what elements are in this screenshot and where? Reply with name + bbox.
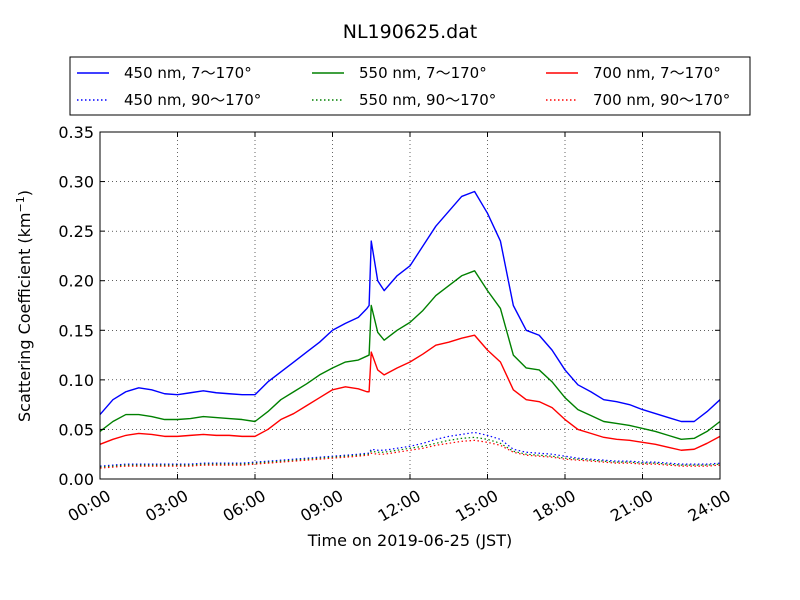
x-tick-label: 09:00 [297, 486, 346, 526]
y-axis-label-close: ) [15, 190, 34, 196]
y-tick-label: 0.20 [58, 272, 94, 291]
series-line [99, 190, 721, 423]
legend-label: 450 nm, 7～170° [124, 64, 252, 82]
legend-label: 700 nm, 7～170° [593, 64, 721, 82]
legend-label: 550 nm, 7～170° [359, 64, 487, 82]
legend-label: 700 nm, 90～170° [593, 91, 730, 109]
series-line [99, 436, 721, 468]
y-axis-label-main: Scattering Coefficient (km [15, 212, 34, 422]
y-tick-label: 0.15 [58, 321, 94, 340]
series-group [99, 190, 721, 469]
series-line [99, 270, 721, 441]
y-tick-label: 0.05 [58, 420, 94, 439]
y-tick-label: 0.00 [58, 470, 94, 489]
legend-label: 550 nm, 90～170° [359, 91, 496, 109]
y-axis-label-superscript: −1 [14, 196, 27, 212]
legend: 450 nm, 7～170° 550 nm, 7～170° 700 nm, 7～17… [69, 56, 751, 116]
x-tick-label: 12:00 [375, 486, 424, 526]
x-tick-label: 18:00 [530, 486, 579, 526]
x-tick-label: 24:00 [685, 486, 734, 526]
y-axis-label: Scattering Coefficient (km−1) [14, 190, 34, 422]
y-tick-label: 0.25 [58, 222, 94, 241]
x-tick-label: 06:00 [220, 486, 269, 526]
grid [100, 132, 720, 479]
legend-label: 450 nm, 90～170° [124, 91, 261, 109]
series-line [99, 334, 721, 451]
y-tick-label: 0.10 [58, 371, 94, 390]
y-tick-label: 0.30 [58, 173, 94, 192]
x-axis-label: Time on 2019-06-25 (JST) [307, 531, 512, 550]
chart-title: NL190625.dat [343, 21, 478, 43]
x-tick-label: 21:00 [607, 486, 656, 526]
y-tick-label: 0.35 [58, 123, 94, 142]
legend-frame [69, 56, 751, 116]
axes: 00:00 03:00 06:00 09:00 12:00 15:00 18:00 21:00… [58, 123, 734, 526]
series-line [99, 431, 721, 467]
x-tick-label: 15:00 [452, 486, 501, 526]
series-line [99, 439, 721, 469]
x-tick-label: 00:00 [65, 486, 114, 526]
x-tick-label: 03:00 [142, 486, 191, 526]
